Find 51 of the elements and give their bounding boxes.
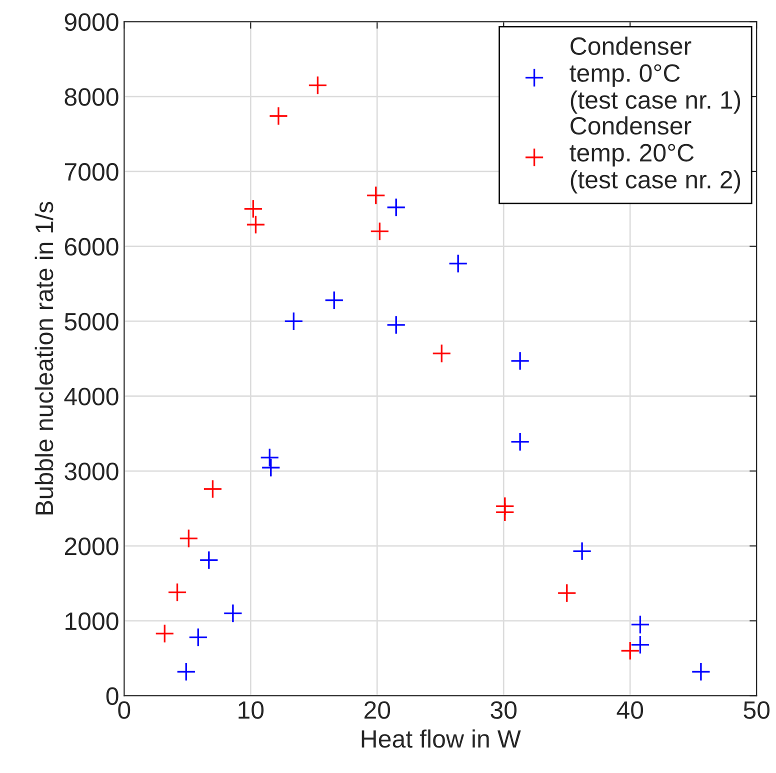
y-tick-label: 1000 [66,612,118,630]
point [366,186,386,206]
y-tick-label: 0 [106,687,118,706]
point [155,624,174,644]
point [432,344,452,364]
point [176,662,196,682]
point [386,315,406,335]
x-tick-label: 0 [118,701,130,719]
y-tick-label: 8000 [64,88,118,106]
point [510,351,530,371]
y-tick-label: 6000 [64,238,118,256]
point [246,214,266,234]
x-tick-label: 20 [364,701,390,719]
point [691,662,711,682]
x-tick-label: 30 [490,701,517,719]
point [495,502,515,522]
point [557,583,576,603]
point [448,254,468,274]
point [188,628,208,647]
point [630,635,650,654]
point [261,458,281,478]
point [168,582,187,602]
point [268,106,288,126]
y-axis-title: Bubble nucleation rate in 1/s [34,202,54,514]
point [630,614,650,634]
point [620,641,640,660]
point [510,432,530,452]
x-tick-label: 40 [616,701,644,719]
y-tick-label: 2000 [64,538,118,556]
point [179,528,198,548]
x-tick-label: 50 [744,701,770,719]
point [260,448,280,468]
point [572,542,592,561]
point [203,479,222,499]
y-tick-label: 9000 [64,13,118,31]
y-tick-label: 4000 [64,388,118,406]
legend-label: Condenser temp. 20°C (test case nr. 2) [570,116,740,194]
point [324,290,344,310]
y-tick-label: 7000 [64,163,118,181]
x-axis-title: Heat flow in W [362,729,521,748]
point [199,550,219,570]
legend-label: Condenser temp. 0°C (test case nr. 1) [570,36,740,114]
x-tick-label: 10 [238,701,264,719]
point [370,222,390,241]
point [284,312,304,331]
point [244,199,263,218]
y-tick-label: 5000 [64,312,118,331]
point [308,76,328,95]
y-tick-label: 3000 [64,462,118,480]
point [223,604,243,623]
point [386,198,406,217]
